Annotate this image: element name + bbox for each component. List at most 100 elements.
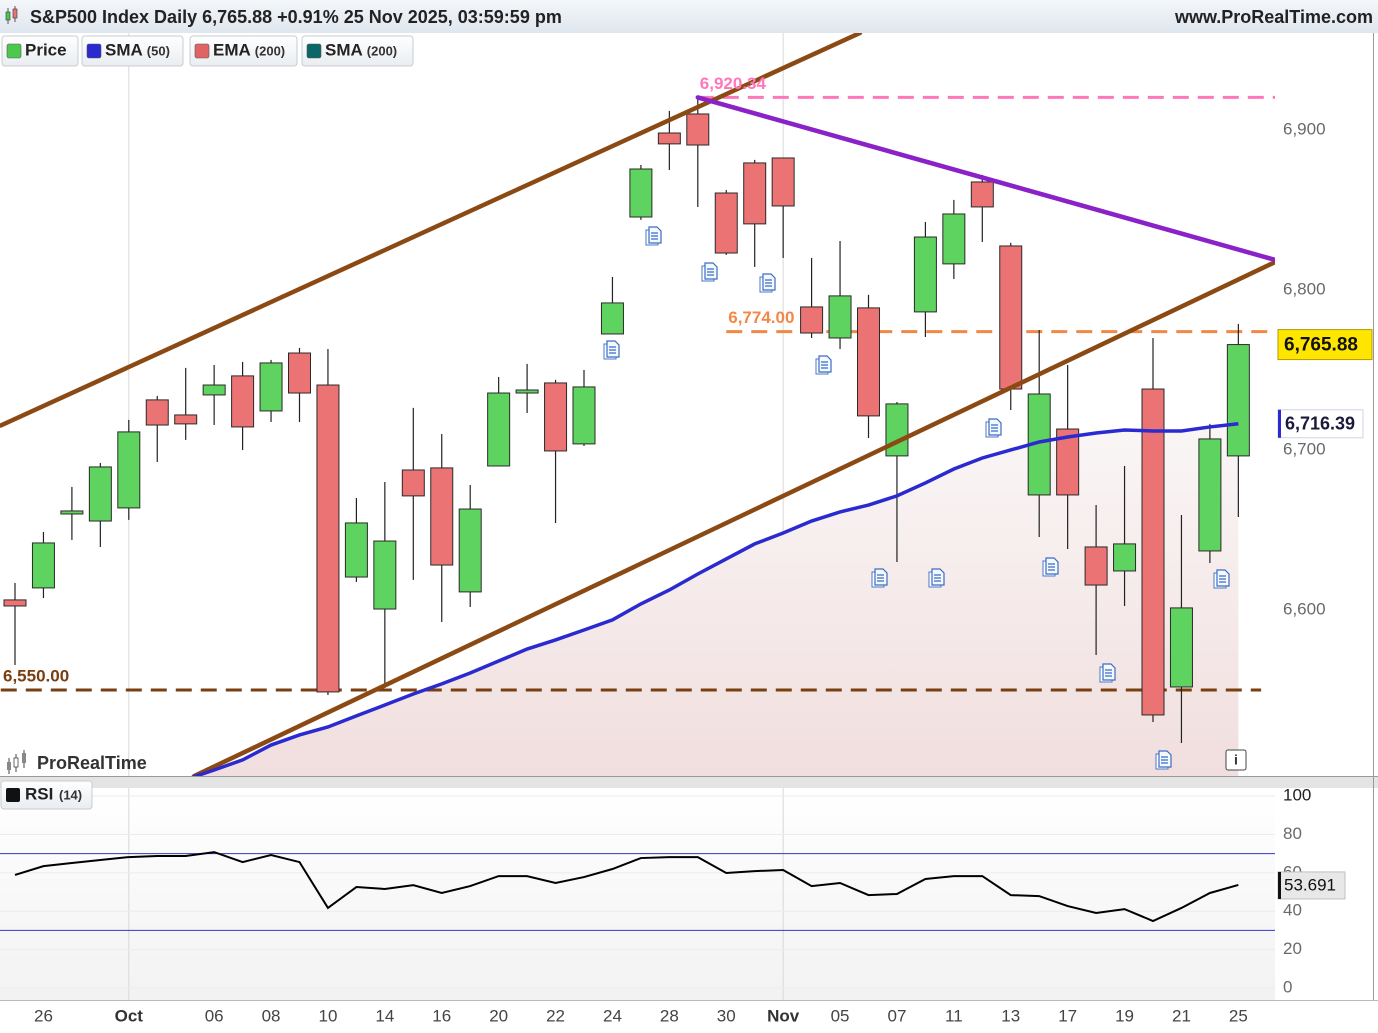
news-icon[interactable] [1099,663,1116,683]
candle-body [3,599,27,607]
candle-body [88,466,112,522]
legend-label: SMA [105,40,143,59]
candle-body [544,382,568,452]
x-tick-label: 07 [887,1006,906,1025]
x-tick-label: Nov [767,1006,800,1025]
trend-line [191,259,1275,776]
candle-body [600,302,624,335]
rsi-plot [0,788,1275,1000]
chart-title: S&P500 Index Daily 6,765.88 +0.91% 25 No… [30,7,562,27]
panel-separator [0,776,1378,788]
news-icon[interactable] [928,568,945,588]
watermark: ProRealTime [37,753,147,773]
main-plot [0,33,1275,776]
candle-body [1141,388,1165,716]
x-tick-label: 10 [318,1006,337,1025]
sma-label: 6,716.39 [1285,414,1355,434]
candle-body [259,362,283,412]
x-tick-label: 14 [375,1006,394,1025]
trend-line [695,95,1275,263]
x-tick-label: 08 [262,1006,281,1025]
news-icon[interactable] [815,355,832,375]
x-tick-label: 21 [1172,1006,1191,1025]
legend-swatch [86,43,102,59]
x-tick-label: 26 [34,1006,53,1025]
header-bar [0,0,1378,33]
candle-body [174,414,198,425]
news-icon[interactable] [759,273,776,293]
news-icon[interactable] [701,262,718,282]
y-tick-label: 6,600 [1283,599,1326,618]
sma-area [185,423,1239,776]
legend-swatch [194,43,210,59]
candle-body [857,307,880,417]
candle-body [714,192,738,254]
x-tick-label: 05 [831,1006,850,1025]
candle-body [1169,607,1193,688]
level-label: 6,774.00 [728,308,794,327]
candle-body [145,399,169,426]
rsi-panel [0,788,1275,1000]
candle-body [288,352,311,394]
x-tick-label: Oct [115,1006,144,1025]
news-icon[interactable] [871,568,888,588]
x-tick-label: 06 [205,1006,224,1025]
candle-body [373,540,397,610]
candle-body [1226,344,1250,457]
rsi-value-label: 53.691 [1284,875,1336,894]
legend-item[interactable]: EMA (200) [189,35,298,67]
candle-body [344,522,368,578]
last-price-badge [1277,329,1373,361]
candle-body [686,113,710,146]
candle-body [430,467,454,566]
x-tick-label: 19 [1115,1006,1134,1025]
y-tick-label: 0 [1283,977,1292,996]
legend-button [189,35,298,67]
news-icon[interactable] [603,340,620,360]
level-label: 6,550.00 [3,666,69,685]
candle-body [1198,438,1222,552]
header-icon [5,6,18,24]
y-tick-label: 6,800 [1283,279,1326,298]
x-tick-label: 13 [1001,1006,1020,1025]
x-tick-label: 11 [945,1006,963,1025]
rsi-badge-edge [1278,871,1281,899]
x-tick-label: 25 [1229,1006,1248,1025]
candle-body [828,295,852,339]
source: www.ProRealTime.com [1174,7,1373,27]
legend-button [301,35,414,67]
candle-body [458,508,482,593]
candle-body [117,431,141,509]
y-tick-label: 80 [1283,824,1302,843]
x-tick-label: 28 [660,1006,679,1025]
news-icon[interactable] [985,418,1002,438]
legend-item[interactable]: SMA (50) [81,35,184,67]
candle-body [885,403,909,457]
legend-swatch [6,43,22,59]
legend-item[interactable]: SMA (200) [301,35,414,67]
candle-body [316,384,340,693]
last-price-label: 6,765.88 [1284,335,1358,356]
candle-body [942,213,966,265]
candle-body [629,168,653,218]
news-icon[interactable] [1155,750,1172,770]
svg-text:i: i [1234,752,1238,768]
news-icon[interactable] [1042,557,1059,577]
rsi-legend[interactable]: RSI (14) [0,780,93,810]
x-tick-label: 24 [603,1006,622,1025]
trend-line [0,33,863,428]
news-icon[interactable] [645,226,662,246]
info-button[interactable]: i [1225,749,1247,771]
candle-body [1084,546,1108,586]
candle-body [401,469,425,497]
candle-body [771,157,795,207]
x-tick-label: 22 [546,1006,565,1025]
sma-badge [1277,409,1364,439]
legend-label: EMA [213,40,251,59]
overlay: Price SMA (50) EMA (200) SMA (200) 26 Oct 06 08 10 1… [1,35,1373,1025]
candle-body [1056,428,1080,496]
sma-badge-edge [1278,409,1281,438]
news-icon[interactable] [1213,569,1230,589]
legend-item[interactable]: Price [1,35,79,67]
legend-label: Price [25,40,67,59]
